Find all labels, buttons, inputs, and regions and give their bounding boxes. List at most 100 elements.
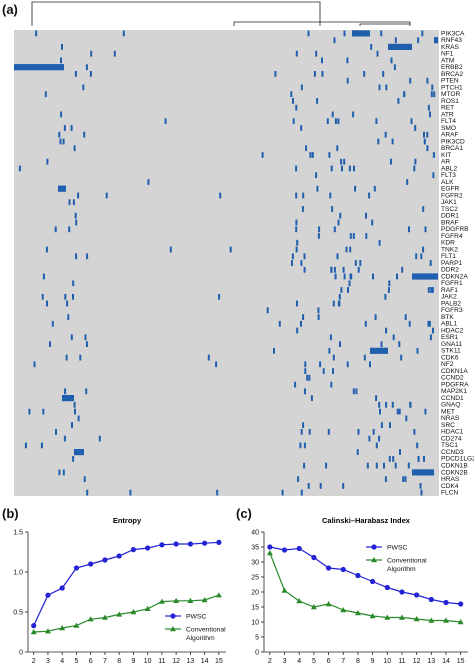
mutation-mark (295, 165, 298, 172)
x-tick-label: 7 (341, 658, 345, 665)
mutation-mark (397, 98, 400, 104)
mutation-mark (266, 307, 269, 314)
pwsc-point (45, 592, 51, 598)
gene-label: KRAS (441, 44, 460, 51)
gene-label: AR (441, 159, 450, 166)
mutation-mark (363, 354, 366, 361)
conventional-point (187, 597, 194, 603)
mutation-mark (61, 44, 63, 50)
conventional-point (44, 628, 51, 634)
mutation-mark (339, 212, 342, 219)
mutation-mark (398, 408, 401, 415)
gene-label: ALK (441, 179, 454, 186)
y-tick-label: 1.0 (13, 570, 23, 577)
mutation-mark (423, 138, 426, 145)
mutation-mark (316, 98, 319, 104)
x-tick-label: 3 (46, 658, 50, 665)
conventional-point (354, 610, 361, 616)
mutation-mark (327, 429, 330, 435)
mutation-mark (72, 293, 74, 300)
mutation-mark (364, 320, 367, 327)
pwsc-point (311, 554, 317, 561)
mutation-mark (329, 334, 332, 341)
mutation-mark (415, 253, 418, 260)
mutation-mark (326, 118, 329, 125)
mutation-mark (423, 131, 425, 138)
pwsc-point (325, 565, 332, 571)
gene-label: CDKN1A (441, 368, 468, 375)
mutation-mark (303, 442, 306, 449)
mutation-mark (74, 408, 76, 415)
mutation-mark (423, 456, 425, 462)
mutation-mark (417, 37, 420, 44)
mutation-mark (413, 429, 416, 435)
legend-pwsc-marker (371, 544, 377, 550)
mutation-mark (63, 125, 66, 131)
pwsc-point (145, 545, 151, 551)
mutation-mark (305, 145, 308, 152)
mutation-mark (422, 246, 425, 253)
mutation-mark (55, 429, 57, 435)
mutation-mark (291, 253, 294, 260)
conventional-point (30, 629, 37, 635)
gene-label: BRAF (441, 219, 459, 226)
mutation-mark (74, 71, 77, 77)
calinski-harabasz-chart: Calinski–Harabasz Index05101520253035402… (251, 516, 468, 665)
mutation-mark (349, 273, 352, 280)
x-tick-label: 5 (74, 658, 78, 665)
mutation-heatmap: PIK3CARNF43KRASNF1ATMERBB2BRCA2PTENPTCH1… (14, 1, 474, 497)
mutation-mark (307, 30, 310, 37)
mutation-mark (420, 489, 423, 496)
mutation-mark (316, 185, 319, 192)
mutation-mark (98, 435, 101, 442)
mutation-mark (346, 57, 349, 64)
conventional-point (173, 597, 180, 603)
mutation-mark (42, 273, 45, 280)
mutation-mark (407, 462, 410, 469)
mutation-mark (315, 50, 318, 57)
mutation-mark (83, 131, 86, 138)
gene-label: CCND2 (441, 375, 464, 382)
mutation-mark (393, 64, 396, 71)
mutation-mark (341, 165, 343, 172)
mutation-mark (417, 456, 420, 462)
mutation-mark (371, 219, 374, 226)
pwsc-point (443, 599, 449, 606)
mutation-mark (334, 118, 337, 125)
mutation-mark (333, 266, 336, 273)
mutation-mark (359, 260, 362, 266)
legend-pwsc-label: PWSC (387, 545, 407, 552)
mutation-mark (60, 111, 63, 118)
gene-label: JAK1 (441, 199, 457, 206)
panel-b-label: (b) (2, 506, 19, 521)
x-tick-label: 8 (356, 658, 360, 665)
pwsc-point (116, 553, 122, 559)
chart-title: Entropy (113, 516, 142, 525)
pwsc-point (216, 539, 222, 545)
mutation-mark (432, 152, 435, 158)
mutation-mark (372, 429, 375, 435)
pwsc-point (31, 623, 37, 629)
mutation-mark (388, 456, 391, 462)
mutation-mark (72, 280, 75, 287)
gene-label: SMO (441, 125, 456, 132)
gene-label: KDR (441, 240, 455, 247)
mutation-mark (303, 253, 306, 260)
mutation-mark (295, 219, 298, 226)
legend-conventional-marker (170, 626, 176, 632)
x-tick-label: 10 (383, 658, 391, 665)
gene-label: FGFR4 (441, 233, 463, 240)
mutation-mark (66, 300, 69, 307)
mutation-mark (215, 361, 218, 368)
mutation-mark (337, 118, 340, 125)
mutation-mark (18, 165, 21, 172)
mutation-mark (292, 98, 294, 104)
mutation-mark (349, 233, 352, 239)
y-tick-label: 30 (251, 560, 259, 567)
mutation-mark (302, 192, 305, 199)
mutation-mark (346, 361, 349, 368)
conventional-point (325, 601, 332, 607)
legend-conventional-label: Conventional (186, 627, 226, 634)
mutation-mark (368, 192, 371, 199)
gene-label: TSC1 (441, 442, 458, 449)
